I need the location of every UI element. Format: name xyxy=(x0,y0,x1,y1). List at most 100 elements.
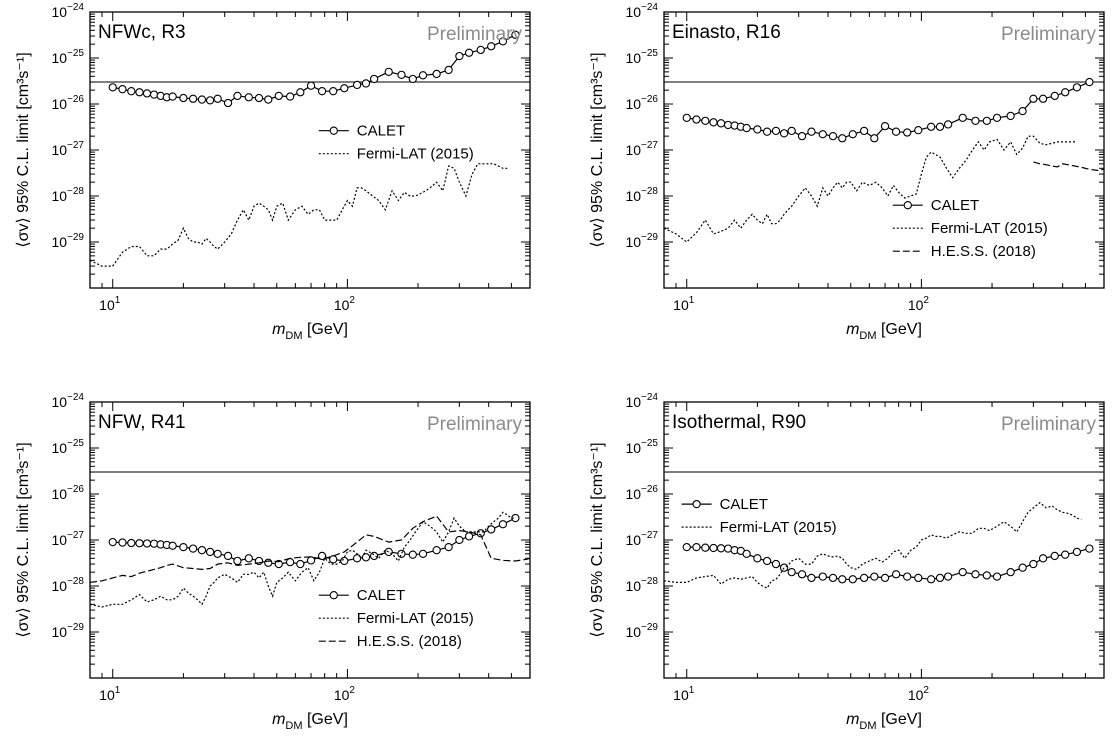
y-axis-label: ⟨σv⟩ 95% C.L. limit [cm³s⁻¹] xyxy=(589,52,606,247)
calet-point xyxy=(1018,563,1027,572)
calet-point xyxy=(432,69,441,79)
panel-title: Isothermal, R90 xyxy=(672,412,806,433)
calet-point xyxy=(511,30,520,39)
chart-panel-3: 101 102 10−29 10−28 10−27 10−26 10−25 10−24 mDM … xyxy=(15,392,531,732)
calet-point xyxy=(682,113,691,122)
calet-point xyxy=(682,542,691,552)
legend-label: CALET xyxy=(357,587,405,604)
calet-point xyxy=(118,538,127,547)
calet-point xyxy=(444,542,453,552)
calet-point xyxy=(179,542,188,552)
calet-point xyxy=(384,547,393,557)
calet-point xyxy=(397,549,406,558)
x-axis-label: mDM [GeV] xyxy=(272,711,348,732)
calet-point xyxy=(1050,91,1059,101)
calet-point xyxy=(891,570,901,579)
calet-point xyxy=(870,134,879,143)
legend: CALET Fermi-LAT (2015) xyxy=(318,123,474,163)
x-tick-label: 101 xyxy=(673,685,695,703)
calet-point xyxy=(828,132,838,141)
calet-point xyxy=(779,563,789,572)
calet-point xyxy=(142,89,152,98)
x-tick-label: 101 xyxy=(99,295,121,313)
calet-point xyxy=(317,87,327,96)
calet-point xyxy=(455,535,464,545)
calet-point xyxy=(828,573,838,583)
calet-point xyxy=(149,90,159,99)
calet-point xyxy=(397,70,406,80)
y-axis-label: ⟨σv⟩ 95% C.L. limit [cm³s⁻¹] xyxy=(15,442,32,637)
calet-point xyxy=(369,74,379,84)
calet-point xyxy=(709,543,718,553)
calet-point xyxy=(168,92,177,101)
x-tick-label: 102 xyxy=(908,295,930,313)
calet-point xyxy=(329,555,338,564)
calet-point xyxy=(992,572,1002,581)
calet-point xyxy=(1085,77,1094,87)
calet-point xyxy=(797,570,807,579)
y-tick-label: 10−27 xyxy=(51,140,84,158)
series-group xyxy=(664,501,1094,589)
watermark-preliminary: Preliminary xyxy=(427,414,523,435)
calet-point xyxy=(254,93,264,103)
calet-point xyxy=(958,113,967,122)
calet-point xyxy=(408,550,417,559)
calet-point xyxy=(807,573,816,583)
x-axis-label: mDM [GeV] xyxy=(846,711,922,732)
chart-panel-1: 101 102 10−29 10−28 10−27 10−26 10−25 10−24 mDM … xyxy=(15,2,531,342)
calet-point xyxy=(818,572,827,581)
calet-point xyxy=(205,96,215,105)
calet-point xyxy=(127,87,136,96)
calet-point xyxy=(1061,550,1070,559)
legend: CALET Fermi-LAT (2015) xyxy=(681,496,837,536)
calet-point xyxy=(935,122,945,131)
calet-point xyxy=(848,575,857,584)
panel-title: Einasto, R16 xyxy=(672,22,781,43)
y-tick-label: 10−26 xyxy=(51,484,84,502)
calet-point xyxy=(168,541,177,550)
hess-line xyxy=(1033,161,1104,172)
calet-point xyxy=(223,98,233,108)
chart-panel-4: 101 102 10−29 10−28 10−27 10−26 10−25 10−24 mDM … xyxy=(589,392,1105,732)
calet-point xyxy=(369,551,379,561)
y-tick-label: 10−29 xyxy=(51,622,84,640)
x-tick-label: 102 xyxy=(334,295,356,313)
plot-frame xyxy=(663,401,1105,679)
calet-point xyxy=(914,573,923,583)
y-tick-label: 10−28 xyxy=(625,186,658,204)
watermark-preliminary: Preliminary xyxy=(1001,414,1097,435)
calet-point xyxy=(135,88,144,97)
calet-point xyxy=(943,120,953,129)
calet-point xyxy=(197,95,207,104)
calet-point xyxy=(118,85,127,94)
calet-point xyxy=(762,556,772,566)
calet-point xyxy=(127,538,136,548)
calet-point xyxy=(352,80,362,90)
y-tick-label: 10−29 xyxy=(51,232,84,250)
legend: CALET Fermi-LAT (2015) H.E.S.S. (2018) xyxy=(318,587,474,650)
calet-point xyxy=(1072,83,1082,92)
fermi-lat-line xyxy=(664,501,1082,589)
calet-point xyxy=(1061,88,1070,97)
y-tick-label: 10−24 xyxy=(625,2,658,20)
calet-point xyxy=(891,127,901,136)
calet-point xyxy=(108,537,117,547)
calet-point xyxy=(692,542,701,552)
panel-title: NFWc, R3 xyxy=(98,22,186,43)
y-tick-label: 10−26 xyxy=(51,94,84,112)
calet-point xyxy=(701,116,710,126)
calet-point xyxy=(444,65,453,75)
calet-point xyxy=(1018,106,1027,116)
calet-point xyxy=(142,539,152,548)
x-tick-label: 101 xyxy=(99,685,121,703)
calet-point xyxy=(213,549,222,558)
legend-label: H.E.S.S. (2018) xyxy=(357,633,462,650)
calet-point xyxy=(797,132,807,141)
calet-point xyxy=(205,547,215,557)
y-tick-label: 10−25 xyxy=(51,48,84,66)
calet-point xyxy=(1029,559,1038,569)
y-tick-label: 10−29 xyxy=(625,232,658,250)
calet-point xyxy=(982,116,991,126)
calet-point xyxy=(317,551,327,561)
legend-label: CALET xyxy=(720,496,768,513)
